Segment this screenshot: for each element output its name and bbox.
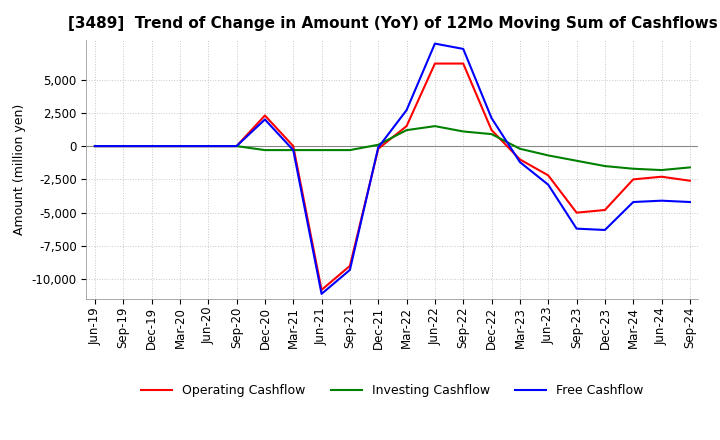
- Investing Cashflow: [176, 143, 184, 149]
- Operating Cashflow: [402, 124, 411, 129]
- Free Cashflow: [544, 182, 552, 187]
- Operating Cashflow: [289, 143, 297, 149]
- Free Cashflow: [516, 159, 524, 165]
- Line: Operating Cashflow: Operating Cashflow: [95, 63, 690, 290]
- Operating Cashflow: [459, 61, 467, 66]
- Investing Cashflow: [261, 147, 269, 153]
- Free Cashflow: [119, 143, 127, 149]
- Free Cashflow: [233, 143, 241, 149]
- Operating Cashflow: [516, 157, 524, 162]
- Free Cashflow: [91, 143, 99, 149]
- Free Cashflow: [402, 107, 411, 113]
- Operating Cashflow: [204, 143, 212, 149]
- Free Cashflow: [318, 291, 326, 297]
- Operating Cashflow: [148, 143, 156, 149]
- Y-axis label: Amount (million yen): Amount (million yen): [13, 104, 26, 235]
- Free Cashflow: [374, 145, 382, 150]
- Investing Cashflow: [487, 132, 496, 137]
- Operating Cashflow: [431, 61, 439, 66]
- Operating Cashflow: [487, 128, 496, 133]
- Investing Cashflow: [233, 143, 241, 149]
- Line: Investing Cashflow: Investing Cashflow: [95, 126, 690, 170]
- Investing Cashflow: [629, 166, 637, 171]
- Investing Cashflow: [346, 147, 354, 153]
- Investing Cashflow: [91, 143, 99, 149]
- Free Cashflow: [459, 46, 467, 51]
- Free Cashflow: [629, 199, 637, 205]
- Investing Cashflow: [685, 165, 694, 170]
- Free Cashflow: [204, 143, 212, 149]
- Operating Cashflow: [261, 113, 269, 118]
- Free Cashflow: [176, 143, 184, 149]
- Operating Cashflow: [572, 210, 581, 215]
- Legend: Operating Cashflow, Investing Cashflow, Free Cashflow: Operating Cashflow, Investing Cashflow, …: [136, 379, 649, 402]
- Free Cashflow: [685, 199, 694, 205]
- Investing Cashflow: [148, 143, 156, 149]
- Free Cashflow: [657, 198, 666, 203]
- Investing Cashflow: [459, 129, 467, 134]
- Operating Cashflow: [318, 287, 326, 293]
- Investing Cashflow: [374, 142, 382, 147]
- Free Cashflow: [431, 41, 439, 46]
- Operating Cashflow: [374, 146, 382, 151]
- Operating Cashflow: [176, 143, 184, 149]
- Line: Free Cashflow: Free Cashflow: [95, 44, 690, 294]
- Operating Cashflow: [119, 143, 127, 149]
- Investing Cashflow: [544, 153, 552, 158]
- Investing Cashflow: [318, 147, 326, 153]
- Investing Cashflow: [600, 163, 609, 169]
- Operating Cashflow: [544, 173, 552, 178]
- Operating Cashflow: [629, 177, 637, 182]
- Free Cashflow: [487, 116, 496, 121]
- Investing Cashflow: [572, 158, 581, 163]
- Operating Cashflow: [91, 143, 99, 149]
- Investing Cashflow: [289, 147, 297, 153]
- Operating Cashflow: [346, 263, 354, 268]
- Operating Cashflow: [657, 174, 666, 180]
- Investing Cashflow: [119, 143, 127, 149]
- Free Cashflow: [261, 117, 269, 122]
- Free Cashflow: [572, 226, 581, 231]
- Operating Cashflow: [600, 207, 609, 213]
- Title: [3489]  Trend of Change in Amount (YoY) of 12Mo Moving Sum of Cashflows: [3489] Trend of Change in Amount (YoY) o…: [68, 16, 717, 32]
- Investing Cashflow: [516, 146, 524, 151]
- Operating Cashflow: [685, 178, 694, 183]
- Free Cashflow: [600, 227, 609, 233]
- Free Cashflow: [289, 147, 297, 153]
- Investing Cashflow: [431, 124, 439, 129]
- Investing Cashflow: [402, 128, 411, 133]
- Free Cashflow: [346, 267, 354, 272]
- Free Cashflow: [148, 143, 156, 149]
- Operating Cashflow: [233, 143, 241, 149]
- Investing Cashflow: [657, 168, 666, 173]
- Investing Cashflow: [204, 143, 212, 149]
